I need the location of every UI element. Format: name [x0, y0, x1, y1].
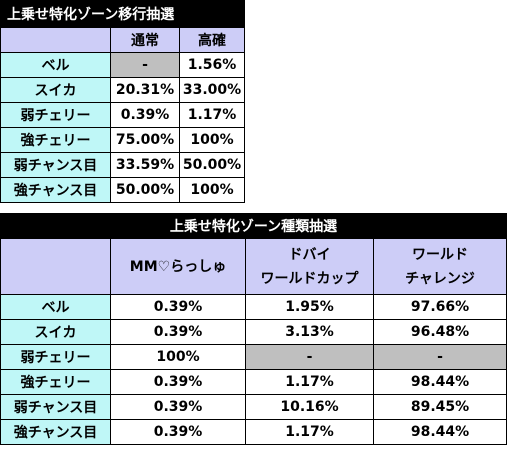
- column-header: ワールド チャレンジ: [373, 238, 507, 295]
- value-cell: 1.17%: [245, 369, 374, 395]
- table-row: ベル - 1.56%: [0, 52, 246, 78]
- corner-cell: [0, 238, 111, 295]
- column-header: ドバイ ワールドカップ: [245, 238, 374, 295]
- value-cell: 0.39%: [110, 102, 180, 128]
- table-title: 上乗せ特化ゾーン種類抽選: [0, 213, 507, 239]
- value-cell: 20.31%: [110, 77, 180, 103]
- value-cell: 50.00%: [110, 177, 180, 203]
- table-title-row: 上乗せ特化ゾーン種類抽選: [0, 213, 507, 239]
- value-cell: 100%: [178, 177, 246, 203]
- column-header: 通常: [110, 27, 180, 53]
- row-label: スイカ: [0, 319, 111, 345]
- value-cell: 0.39%: [110, 319, 246, 345]
- table-row: 強チェリー 75.00% 100%: [0, 127, 246, 153]
- table-row: 弱チャンス目 0.39% 10.16% 89.45%: [0, 394, 507, 420]
- value-cell: 3.13%: [245, 319, 374, 345]
- value-cell: 98.44%: [373, 419, 507, 445]
- header-line: チャレンジ: [405, 270, 475, 287]
- corner-cell: [0, 27, 111, 53]
- value-cell: -: [245, 344, 374, 370]
- row-label: 弱チャンス目: [0, 152, 111, 178]
- zone-transition-table: 上乗せ特化ゾーン移行抽選 通常 高確 ベル - 1.56% スイカ 20.31%…: [0, 0, 246, 203]
- value-cell: 10.16%: [245, 394, 374, 420]
- header-line: ドバイ: [288, 246, 331, 263]
- value-cell: 1.56%: [178, 52, 246, 78]
- value-cell: 100%: [178, 127, 246, 153]
- row-label: 強チェリー: [0, 369, 111, 395]
- value-cell: 100%: [110, 344, 246, 370]
- value-cell: 1.17%: [245, 419, 374, 445]
- column-header: 高確: [178, 27, 246, 53]
- header-line: ワールドカップ: [260, 270, 359, 287]
- zone-type-table: 上乗せ特化ゾーン種類抽選 MM♡らっしゅ ドバイ ワールドカップ ワールド チャ…: [0, 213, 507, 445]
- value-cell: 0.39%: [110, 419, 246, 445]
- value-cell: 89.45%: [373, 394, 507, 420]
- value-cell: 97.66%: [373, 294, 507, 320]
- row-label: 強チャンス目: [0, 419, 111, 445]
- row-label: スイカ: [0, 77, 111, 103]
- value-cell: 0.39%: [110, 394, 246, 420]
- value-cell: 96.48%: [373, 319, 507, 345]
- table-row: スイカ 20.31% 33.00%: [0, 77, 246, 103]
- row-label: 弱チェリー: [0, 102, 111, 128]
- table-row: 弱チャンス目 33.59% 50.00%: [0, 152, 246, 178]
- table-row: 強チェリー 0.39% 1.17% 98.44%: [0, 369, 507, 395]
- table-row: 強チャンス目 0.39% 1.17% 98.44%: [0, 419, 507, 445]
- value-cell: 0.39%: [110, 369, 246, 395]
- row-label: ベル: [0, 294, 111, 320]
- header-row: MM♡らっしゅ ドバイ ワールドカップ ワールド チャレンジ: [0, 238, 507, 295]
- value-cell: 33.59%: [110, 152, 180, 178]
- table-title-row: 上乗せ特化ゾーン移行抽選: [0, 0, 246, 28]
- table-title: 上乗せ特化ゾーン移行抽選: [0, 0, 246, 28]
- table-row: 弱チェリー 0.39% 1.17%: [0, 102, 246, 128]
- value-cell: 98.44%: [373, 369, 507, 395]
- value-cell: 1.95%: [245, 294, 374, 320]
- value-cell: -: [373, 344, 507, 370]
- column-header: MM♡らっしゅ: [110, 238, 246, 295]
- value-cell: 33.00%: [178, 77, 246, 103]
- table-row: 弱チェリー 100% - -: [0, 344, 507, 370]
- row-label: 強チェリー: [0, 127, 111, 153]
- row-label: 弱チャンス目: [0, 394, 111, 420]
- table-row: ベル 0.39% 1.95% 97.66%: [0, 294, 507, 320]
- row-label: 強チャンス目: [0, 177, 111, 203]
- header-line: MM♡らっしゅ: [129, 258, 227, 275]
- table-row: スイカ 0.39% 3.13% 96.48%: [0, 319, 507, 345]
- header-row: 通常 高確: [0, 27, 246, 53]
- value-cell: 75.00%: [110, 127, 180, 153]
- table-row: 強チャンス目 50.00% 100%: [0, 177, 246, 203]
- value-cell: 0.39%: [110, 294, 246, 320]
- row-label: ベル: [0, 52, 111, 78]
- row-label: 弱チェリー: [0, 344, 111, 370]
- value-cell: -: [110, 52, 180, 78]
- header-line: ワールド: [412, 246, 468, 263]
- value-cell: 1.17%: [178, 102, 246, 128]
- value-cell: 50.00%: [178, 152, 246, 178]
